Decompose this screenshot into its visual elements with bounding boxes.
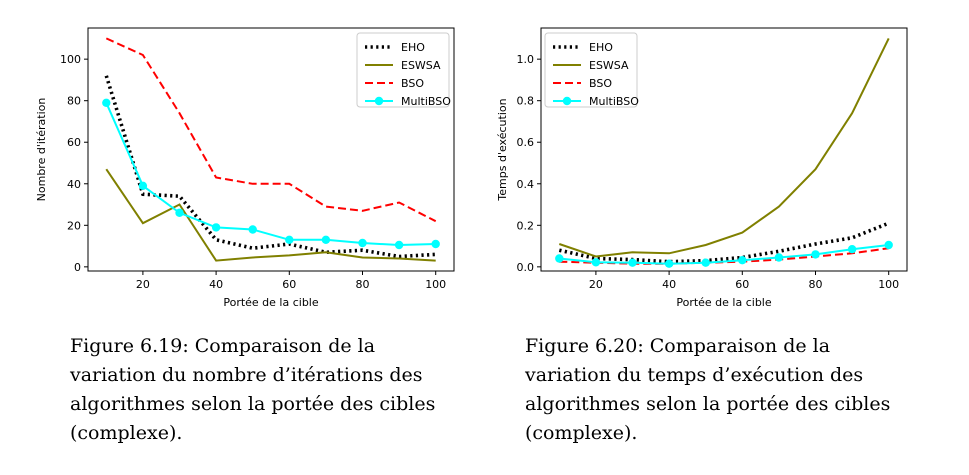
data-point-multibso (358, 238, 367, 248)
series-line-bso (105, 37, 437, 223)
data-point-multibso (175, 208, 184, 217)
figure-execution-time: 20 40 60 80 100 0.0 0.2 0.4 0.6 0.8 1.0 Portée de l… (485, 0, 969, 444)
legend-marker-multibso (374, 96, 384, 106)
legend-label-bso: BSO (401, 77, 424, 90)
legend-label-multibso: MultiBSO (589, 95, 639, 108)
y-tick-label: 80 (67, 95, 81, 108)
x-tick-label: 60 (735, 278, 749, 291)
legend-marker-multibso (562, 96, 572, 106)
data-point-multibso (738, 256, 747, 265)
x-axis-label: Portée de la cible (223, 296, 319, 309)
x-tick-label: 80 (809, 278, 823, 291)
legend-label-eho: EHO (589, 41, 613, 54)
series-line-eswsa (105, 168, 436, 262)
chart-execution-time: 20 40 60 80 100 0.0 0.2 0.4 0.6 0.8 1.0 Portée de l… (496, 27, 908, 309)
legend-label-eswsa: ESWSA (589, 59, 629, 72)
plot-frame (87, 27, 455, 272)
y-tick-label: 0.8 (517, 95, 535, 108)
data-point-multibso (285, 235, 294, 244)
legend-label-eho: EHO (401, 41, 425, 54)
figure-caption: Figure 6.20: Comparaison de la variation… (525, 335, 891, 444)
data-point-multibso (102, 98, 111, 108)
data-point-multibso (248, 225, 257, 234)
series-line-multibso (105, 102, 436, 247)
data-point-multibso (628, 258, 637, 267)
data-point-multibso (591, 258, 601, 267)
data-point-multibso (774, 253, 784, 262)
data-point-multibso (138, 181, 148, 190)
legend-box (356, 32, 450, 108)
y-tick-label: 100 (60, 53, 81, 66)
y-axis-label: Nombre d'itération (35, 98, 48, 202)
x-tick-label: 100 (425, 278, 446, 291)
x-tick-label: 100 (878, 278, 899, 291)
legend-label-multibso: MultiBSO (401, 95, 451, 108)
x-tick-label: 80 (356, 278, 370, 291)
data-point-multibso (431, 239, 440, 249)
data-point-multibso (664, 259, 674, 268)
legend-box (544, 32, 638, 108)
y-tick-label: 20 (67, 219, 81, 232)
legend-label-eswsa: ESWSA (401, 59, 441, 72)
data-point-multibso (321, 235, 331, 244)
data-point-multibso (811, 250, 820, 259)
data-point-multibso (211, 223, 221, 232)
figure-caption: Figure 6.19: Comparaison de la variation… (70, 335, 436, 444)
series-line-eswsa (558, 37, 890, 258)
x-tick-label: 60 (282, 278, 296, 291)
plot-frame (540, 27, 908, 272)
y-axis-label: Temps d'exécution (496, 98, 509, 201)
data-point-multibso (555, 254, 564, 263)
x-tick-label: 40 (662, 278, 676, 291)
y-tick-label: 0.4 (517, 178, 535, 191)
y-tick-label: 0.0 (517, 261, 535, 274)
data-point-multibso (394, 240, 404, 250)
y-tick-label: 0 (74, 261, 81, 274)
chart-iterations: 20 40 60 80 100 0 20 40 60 80 100 Portée de la cibl… (35, 27, 455, 309)
y-tick-label: 0.2 (517, 219, 535, 232)
y-tick-label: 1.0 (517, 53, 535, 66)
x-tick-label: 20 (589, 278, 603, 291)
x-axis-label: Portée de la cible (676, 296, 772, 309)
data-point-multibso (847, 245, 857, 254)
y-tick-label: 0.6 (517, 136, 535, 149)
figure-iterations: 20 40 60 80 100 0 20 40 60 80 100 Portée de la cibl… (0, 0, 485, 444)
y-tick-label: 40 (67, 178, 81, 191)
series-line-multibso (559, 244, 889, 265)
y-tick-label: 60 (67, 136, 81, 149)
x-tick-label: 20 (136, 278, 150, 291)
legend-label-bso: BSO (589, 77, 612, 90)
data-point-multibso (884, 240, 893, 250)
x-tick-label: 40 (209, 278, 223, 291)
data-point-multibso (701, 258, 710, 267)
